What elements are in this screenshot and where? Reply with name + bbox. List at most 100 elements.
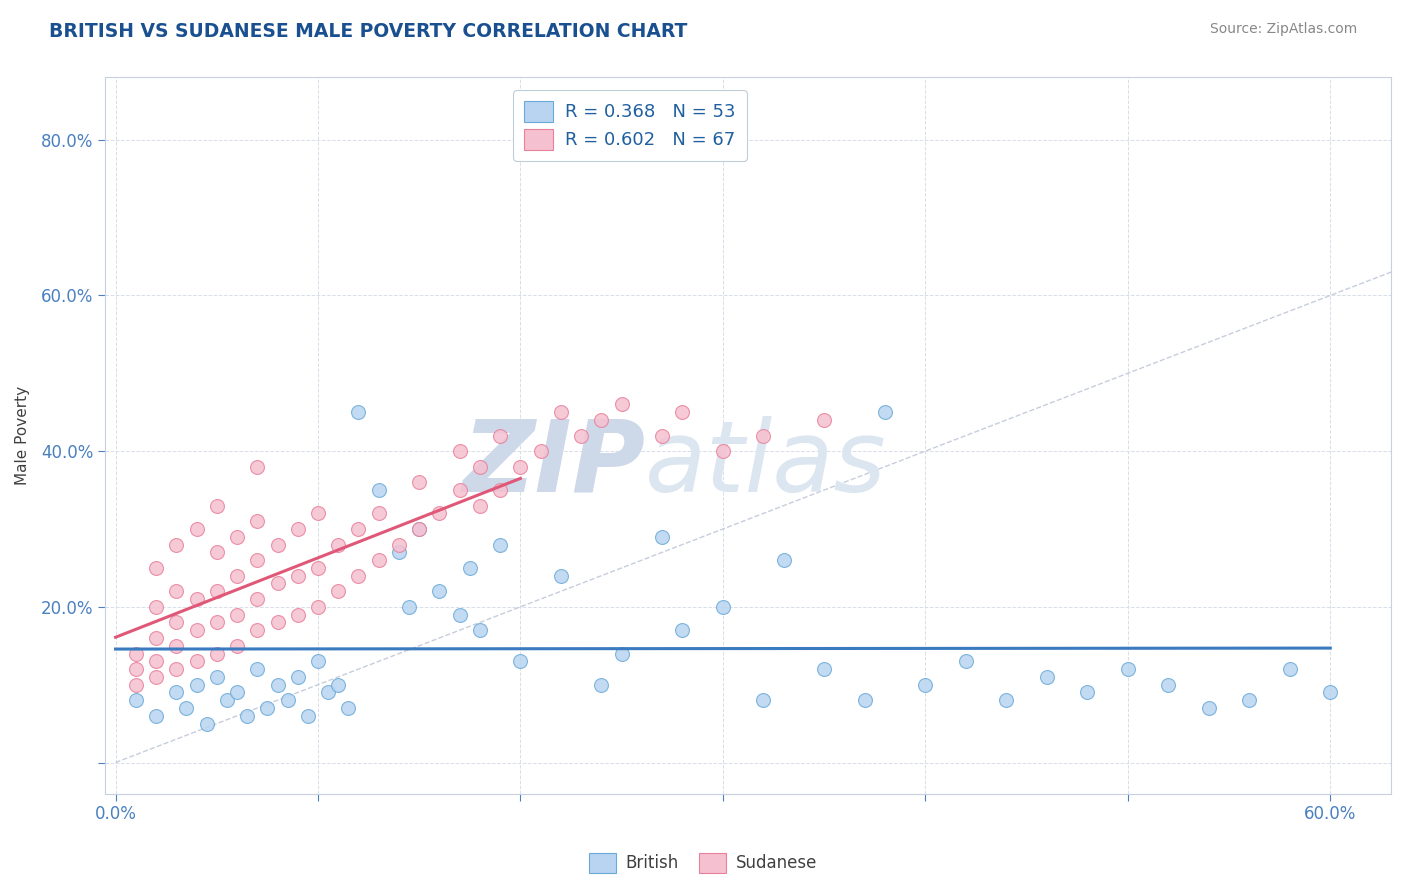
Point (165, 685, 187, 699)
Point (367, 507, 389, 521)
Point (316, 685, 339, 699)
Point (711, 599, 734, 614)
Point (468, 459, 491, 474)
Point (205, 584, 228, 599)
Point (347, 405, 370, 419)
Point (266, 537, 288, 551)
Point (408, 475, 430, 490)
Legend: R = 0.368   N = 53, R = 0.602   N = 67: R = 0.368 N = 53, R = 0.602 N = 67 (513, 90, 747, 161)
Point (550, 405, 572, 419)
Point (509, 459, 531, 474)
Point (1198, 701, 1220, 715)
Point (145, 561, 167, 575)
Point (813, 662, 835, 676)
Point (205, 545, 228, 559)
Point (651, 530, 673, 544)
Point (671, 623, 693, 637)
Point (186, 654, 208, 668)
Point (449, 607, 471, 622)
Point (246, 592, 269, 607)
Point (610, 647, 633, 661)
Point (509, 654, 531, 668)
Point (145, 631, 167, 645)
Point (287, 522, 309, 536)
Point (307, 654, 329, 668)
Point (125, 693, 148, 707)
Point (226, 685, 249, 699)
Point (1036, 670, 1059, 684)
Point (328, 584, 350, 599)
Text: Source: ZipAtlas.com: Source: ZipAtlas.com (1209, 22, 1357, 37)
Point (246, 514, 269, 528)
Point (347, 568, 370, 582)
Text: atlas: atlas (645, 416, 887, 513)
Point (246, 623, 269, 637)
Point (489, 483, 512, 497)
Point (307, 507, 329, 521)
Point (347, 522, 370, 536)
Point (408, 522, 430, 536)
Point (752, 428, 775, 442)
Point (328, 678, 350, 692)
Point (752, 693, 775, 707)
Point (186, 623, 208, 637)
Point (853, 693, 876, 707)
Point (388, 537, 411, 551)
Point (205, 615, 228, 630)
Point (215, 693, 238, 707)
Point (367, 483, 389, 497)
Point (569, 428, 592, 442)
Point (388, 545, 411, 559)
Point (205, 499, 228, 513)
Point (145, 708, 167, 723)
Point (1239, 693, 1261, 707)
Point (550, 568, 572, 582)
Text: BRITISH VS SUDANESE MALE POVERTY CORRELATION CHART: BRITISH VS SUDANESE MALE POVERTY CORRELA… (49, 22, 688, 41)
Point (408, 522, 430, 536)
Point (955, 654, 977, 668)
Point (287, 670, 309, 684)
Point (711, 444, 734, 458)
Point (367, 553, 389, 567)
Point (287, 607, 309, 622)
Point (1319, 685, 1341, 699)
Point (458, 561, 481, 575)
Point (246, 459, 269, 474)
Point (813, 413, 835, 427)
Point (449, 444, 471, 458)
Point (186, 678, 208, 692)
Point (236, 708, 259, 723)
Point (1076, 685, 1098, 699)
Point (591, 678, 613, 692)
Point (266, 576, 288, 591)
Point (226, 607, 249, 622)
Point (266, 678, 288, 692)
Point (165, 615, 187, 630)
Point (145, 670, 167, 684)
Point (246, 553, 269, 567)
Point (914, 678, 936, 692)
Point (277, 693, 299, 707)
Point (591, 413, 613, 427)
Point (165, 639, 187, 653)
Point (873, 405, 896, 419)
Point (226, 568, 249, 582)
Point (489, 537, 512, 551)
Point (429, 584, 451, 599)
Point (125, 647, 148, 661)
Point (530, 444, 553, 458)
Point (651, 428, 673, 442)
Point (995, 693, 1018, 707)
Point (125, 678, 148, 692)
Point (287, 568, 309, 582)
Legend: British, Sudanese: British, Sudanese (582, 847, 824, 880)
Point (1116, 662, 1139, 676)
Point (176, 701, 198, 715)
Point (610, 397, 633, 411)
Point (246, 662, 269, 676)
Point (145, 599, 167, 614)
Point (337, 701, 360, 715)
Point (468, 499, 491, 513)
Point (186, 522, 208, 536)
Text: ZIP: ZIP (463, 416, 645, 513)
